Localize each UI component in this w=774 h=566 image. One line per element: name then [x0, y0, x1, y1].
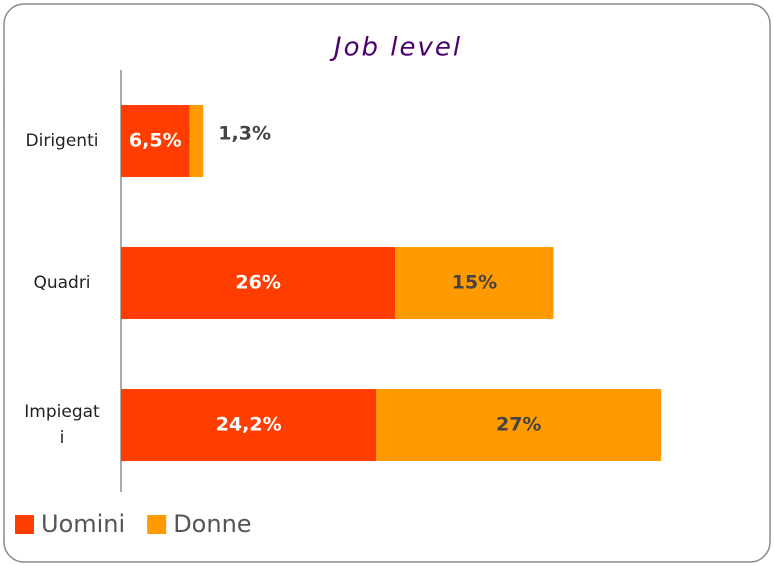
bar-segment: [189, 105, 204, 177]
data-label: 6,5%: [129, 130, 182, 152]
legend-label: Uomini: [41, 510, 125, 538]
y-tick-label: Impiegati: [24, 402, 100, 448]
data-label: 24,2%: [216, 414, 282, 436]
data-label: 27%: [496, 414, 541, 436]
bar-segment: [121, 247, 396, 319]
bar-segment: [121, 105, 190, 177]
legend-swatch: [15, 515, 34, 534]
data-label: 15%: [452, 272, 497, 294]
y-tick-label: Quadri: [33, 273, 91, 293]
data-label: 1,3%: [218, 123, 271, 145]
chart-title: Job level: [329, 33, 462, 63]
legend-label: Donne: [173, 510, 251, 538]
bar-segment: [121, 389, 377, 461]
bar-segment: [395, 247, 554, 319]
data-label: 26%: [235, 272, 280, 294]
y-tick-label: Dirigenti: [25, 131, 99, 151]
legend-swatch: [147, 515, 167, 534]
bar-segment: [376, 389, 662, 461]
